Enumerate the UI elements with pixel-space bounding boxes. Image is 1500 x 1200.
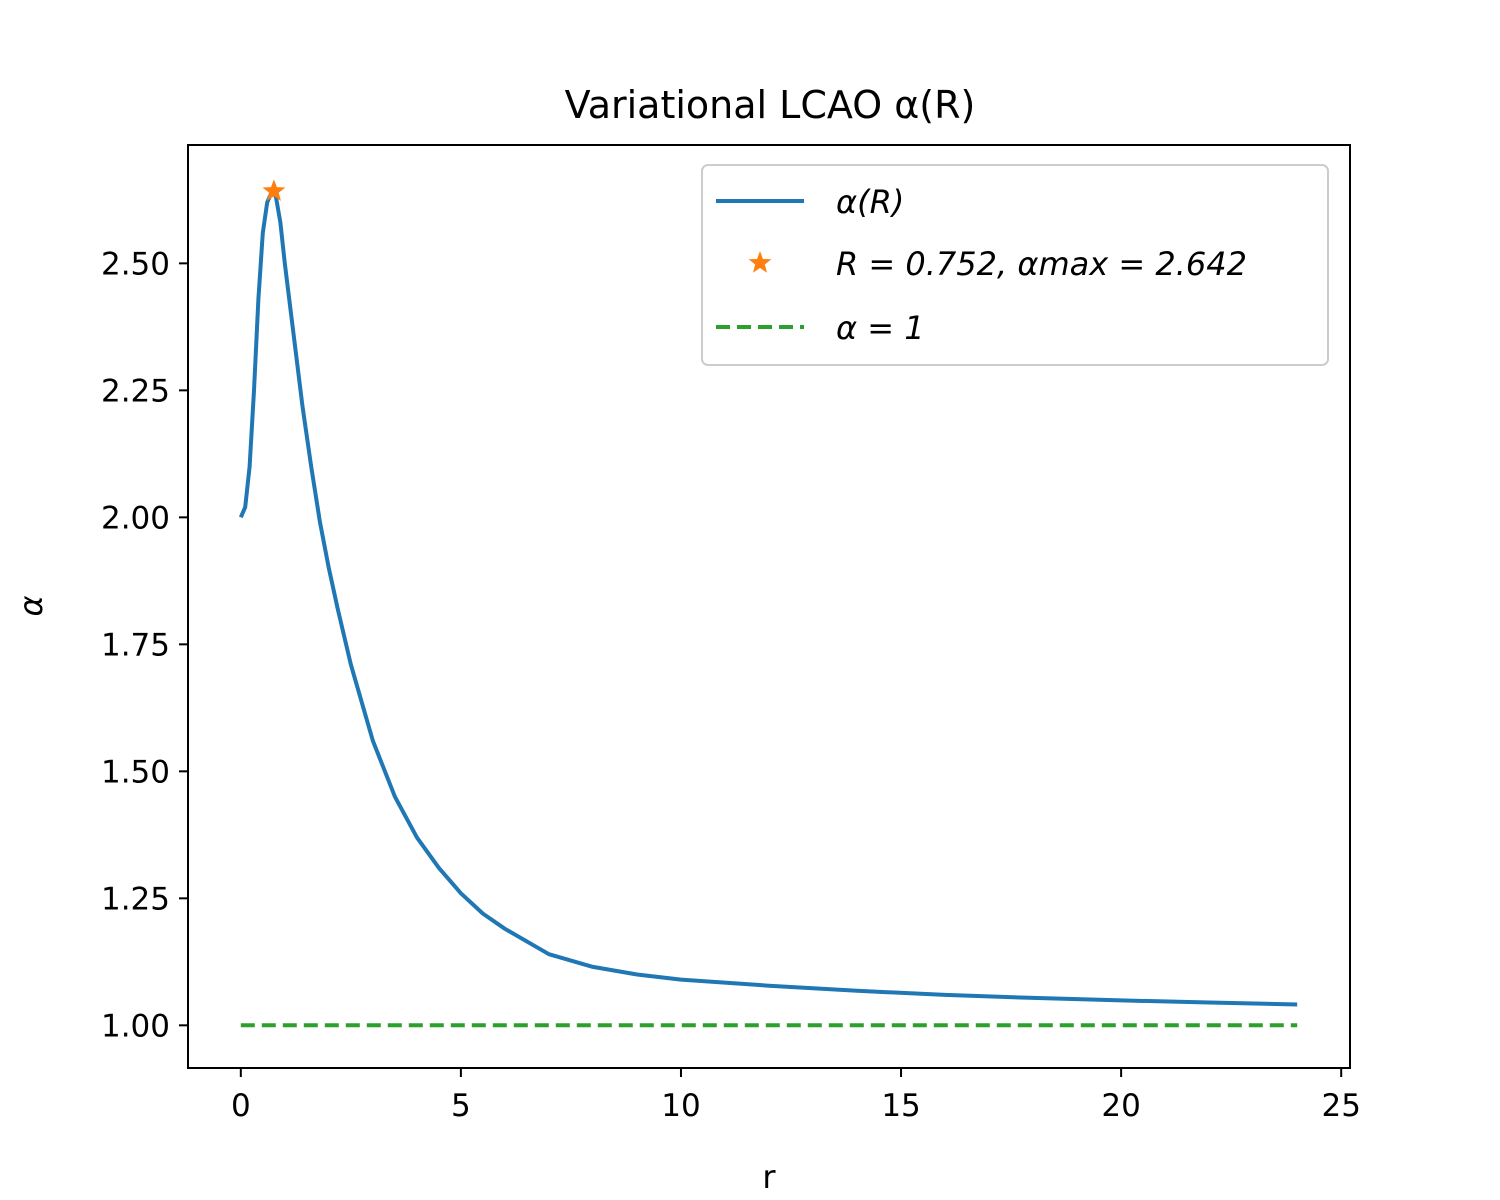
x-axis-label: r	[762, 1158, 776, 1196]
x-tick-label: 5	[451, 1088, 471, 1124]
legend-entry-alpha-one: α = 1	[836, 309, 925, 347]
y-tick-label: 1.75	[101, 627, 170, 663]
y-tick-label: 1.50	[101, 754, 170, 790]
series-layer	[238, 179, 1298, 1028]
x-tick-label: 0	[231, 1088, 251, 1124]
legend-entry-alpha: α(R)	[836, 183, 904, 221]
chart-title: Variational LCAO α(R)	[565, 83, 976, 127]
plot-area	[187, 144, 1351, 1069]
y-tick-label: 2.25	[101, 373, 170, 409]
axes-frame	[187, 144, 1351, 1069]
x-tick-label: 15	[881, 1088, 920, 1124]
x-tick-label: 10	[661, 1088, 700, 1124]
x-tick-label: 20	[1101, 1088, 1140, 1124]
x-axis-ticks: 0 5 10 15 20 25	[231, 1068, 1361, 1124]
legend-entry-max: R = 0.752, αmax = 2.642	[836, 245, 1247, 283]
legend: α(R) R = 0.752, αmax = 2.642 α = 1	[701, 164, 1329, 366]
y-tick-label: 1.00	[101, 1008, 170, 1044]
legend-box	[701, 164, 1329, 366]
y-tick-label: 2.50	[101, 246, 170, 282]
y-axis-label: α	[12, 595, 50, 616]
series-0-line	[238, 189, 1298, 1007]
y-tick-label: 2.00	[101, 500, 170, 536]
x-tick-label: 25	[1321, 1088, 1360, 1124]
y-tick-label: 1.25	[101, 881, 170, 917]
series-1-star-marker	[262, 179, 286, 201]
y-axis-ticks: 1.00 1.25 1.50 1.75 2.00 2.25 2.50	[101, 246, 188, 1044]
legend-swatch-star	[748, 251, 772, 273]
